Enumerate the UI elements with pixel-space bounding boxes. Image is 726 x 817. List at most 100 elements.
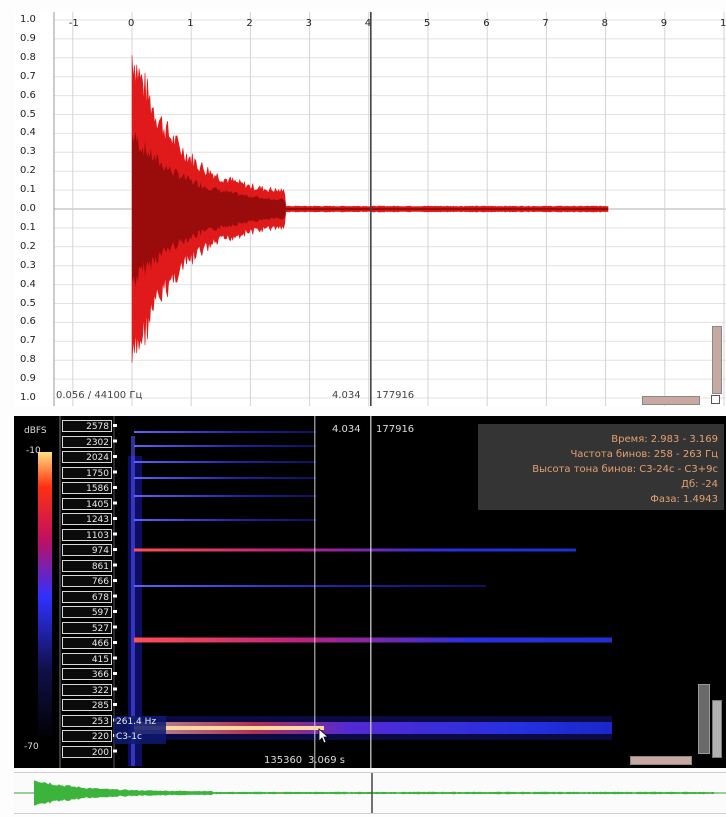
db-scale-label: dBFS [24,426,47,436]
frequency-tick-label: 200 [62,745,112,758]
frequency-tick-mark [113,548,117,551]
frequency-tick-mark [113,424,117,427]
waveform-y-tick: 0.9 [20,373,36,385]
frequency-tick-label: 597 [62,606,112,618]
frequency-tick-label: 466 [62,637,112,649]
frequency-tick-label: 766 [62,575,112,587]
bottom-time: 3.069 s [308,755,346,766]
frequency-tick-mark [113,486,117,489]
frequency-tick-label: 1243 [62,513,112,525]
waveform-vertical-scrollbar[interactable] [712,326,722,394]
frequency-tick-mark [113,439,117,443]
db-color-bar [38,452,52,742]
frequency-tick-label: 974 [62,544,112,556]
waveform-y-tick: 0.7 [20,335,36,347]
spectrogram-vertical-scrollbar[interactable] [698,684,710,754]
frequency-tick-label: 1405 [62,497,112,510]
frequency-tick-label: 1103 [62,528,112,541]
frequency-tick-label: 2578 [62,420,112,432]
frequency-tick-mark [113,563,117,567]
frequency-tick-mark [113,749,117,753]
waveform-y-tick: 0.3 [20,259,36,271]
waveform-x-tick: 1 [187,18,194,29]
hover-label-background [114,716,166,744]
waveform-y-tick: 0.9 [20,32,36,44]
db-scale-top: -10 [26,446,41,456]
waveform-x-tick: 5 [424,18,431,29]
waveform-y-tick: 0.1 [20,184,36,196]
harmonic-band [134,519,316,521]
frequency-tick-label: 2024 [62,451,112,463]
info-db: Дб: -24 [681,479,718,490]
waveform-x-tick: 3 [305,18,312,29]
frequency-tick-mark [113,625,117,629]
bottom-sample: 135360 [264,755,303,766]
waveform-y-tick: 0.5 [20,297,36,309]
frequency-tick-mark [113,579,117,582]
waveform-x-tick: 6 [483,18,490,29]
frequency-tick-mark [113,703,117,706]
waveform-y-tick: 0.8 [20,51,36,63]
frequency-tick-mark [113,641,117,644]
waveform-plot[interactable] [14,12,726,406]
frequency-tick-mark [113,455,117,458]
waveform-y-tick: 0.0 [20,203,36,214]
waveform-y-tick: 0.6 [20,316,36,328]
overview-waveform[interactable] [14,773,726,813]
info-bin-frequency: Частота бинов: 258 - 263 Гц [570,449,718,460]
info-time: Время: 2.983 - 3.169 [611,434,718,445]
frequency-tick-label: 678 [62,590,112,603]
spectrogram-cursor-time: 4.034 [332,424,361,435]
fundamental-core [134,726,324,730]
waveform-y-tick: 0.8 [20,354,36,366]
db-scale-bottom: -70 [24,742,39,752]
harmonic-band [134,477,316,479]
waveform-y-tick: 0.5 [20,108,36,120]
waveform-cursor-time: 4.034 [332,390,361,401]
harmonic-band [134,461,316,463]
frequency-tick-mark [113,517,117,520]
spectrogram-plot[interactable] [14,416,726,768]
waveform-inner-envelope [132,131,608,287]
frequency-tick-mark [113,594,117,598]
spectrogram-cursor-sample: 177916 [376,424,415,435]
waveform-x-tick: 2 [246,18,253,29]
frequency-tick-mark [113,656,117,660]
waveform-y-tick: 0.2 [20,165,36,177]
frequency-tick-label: 2302 [62,435,112,448]
spectrogram-info-box: Время: 2.983 - 3.169 Частота бинов: 258 … [478,424,724,510]
frequency-tick-mark [113,687,117,691]
harmonic-band [134,548,576,552]
frequency-tick-mark [113,470,117,474]
waveform-y-tick: 0.1 [20,221,36,233]
waveform-y-tick: 0.6 [20,89,36,101]
frequency-tick-label: 220 [62,730,112,742]
waveform-y-tick: 1.0 [20,14,36,25]
overview-panel[interactable] [14,772,726,814]
spectrogram-panel[interactable]: dBFS -10 -70 2578 2302 2024 1750 1586 1405 124… [14,416,726,768]
frequency-tick-label: 1750 [62,466,112,479]
harmonic-band [134,445,316,447]
waveform-x-tick: 7 [542,18,549,29]
waveform-horizontal-scrollbar[interactable] [642,396,700,405]
frequency-tick-label: 253 [62,714,112,727]
frequency-tick-mark [113,501,117,505]
spectrogram-horizontal-scrollbar[interactable] [630,756,692,765]
frequency-tick-mark [113,672,117,675]
waveform-x-tick: 4 [364,18,372,29]
waveform-y-tick: 0.7 [20,70,36,82]
spectrogram-zoom-slider[interactable] [712,700,722,758]
waveform-y-tick: 0.4 [20,127,36,139]
waveform-panel[interactable]: 1.0 0.9 0.8 0.7 0.6 0.5 0.4 0.3 0.2 0.1 0.0 0.1 0.2 0… [14,12,726,406]
waveform-corner-checkbox[interactable] [711,395,720,404]
waveform-y-tick: 0.3 [20,146,36,158]
harmonic-band [134,637,612,643]
hover-note: C3-1c [116,732,142,742]
overview-wave-shape [34,780,715,806]
waveform-x-tick: -1 [68,18,79,29]
waveform-y-tick: 0.4 [20,278,36,290]
info-bin-pitch: Высота тона бинов: C3-24c - C3+9c [532,464,718,475]
hover-frequency: 261.4 Hz [116,717,157,727]
waveform-x-tick: 9 [660,18,668,29]
